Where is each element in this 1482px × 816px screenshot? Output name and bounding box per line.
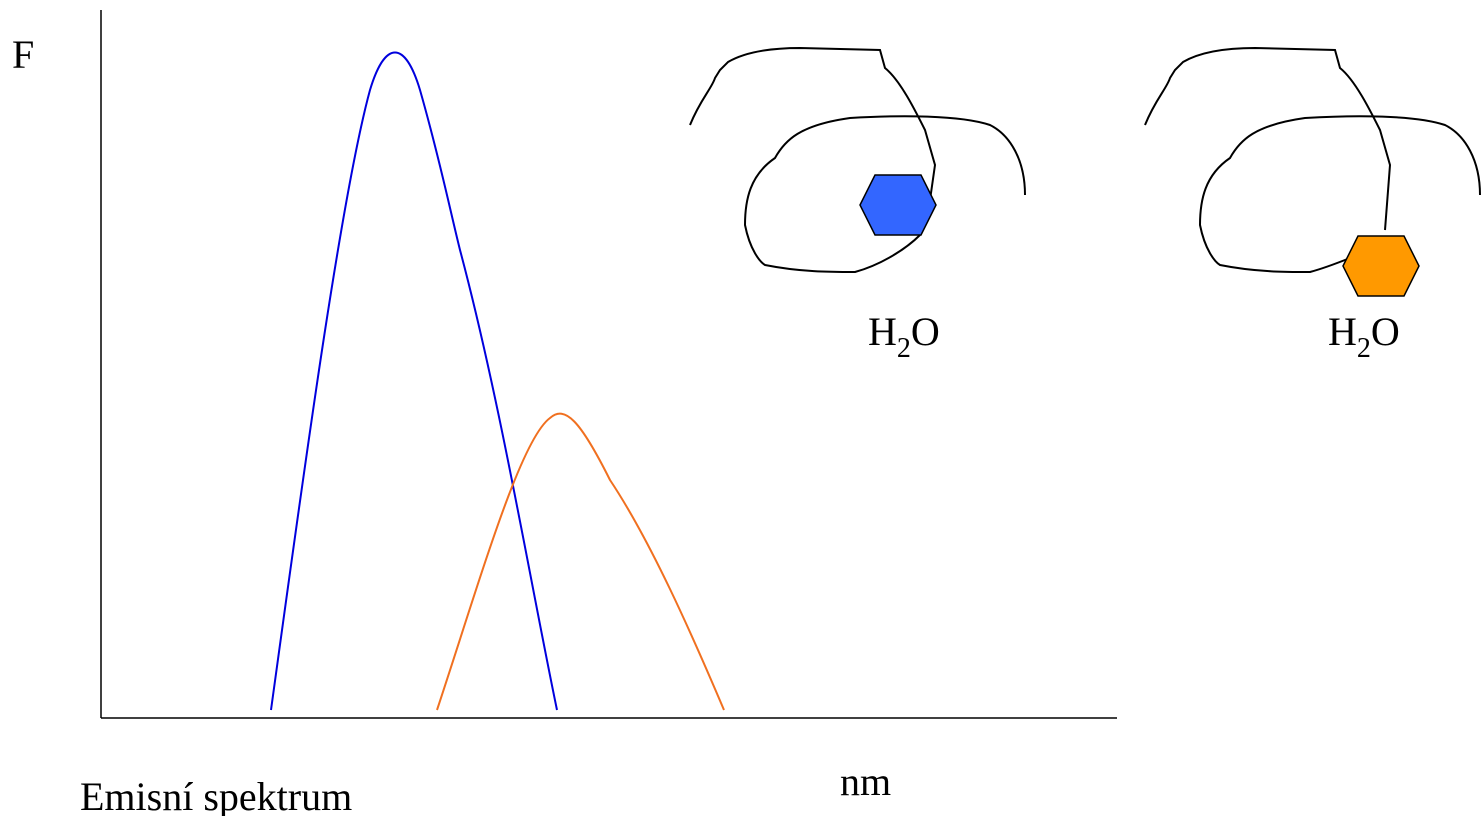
label-sub: 2: [897, 333, 911, 364]
label-rest: O: [911, 309, 940, 354]
water-label: H2O: [1328, 309, 1400, 364]
caption: Emisní spektrum: [80, 774, 352, 816]
fluorophore-orange: [1342, 235, 1420, 297]
protein-chain: [689, 46, 937, 201]
protein-chain: [743, 115, 1026, 274]
blue-curve: [270, 51, 558, 711]
fluorophore-blue: [859, 174, 937, 236]
protein-chain: [1198, 115, 1481, 274]
y-label: F: [12, 32, 34, 77]
water-label: H2O: [868, 309, 940, 364]
x-label: nm: [840, 759, 891, 804]
protein-right: [1144, 46, 1481, 274]
protein-chain: [1144, 46, 1392, 231]
label-sub: 2: [1357, 333, 1371, 364]
protein-left: [689, 46, 1026, 274]
label-main: H: [1328, 309, 1357, 354]
label-main: H: [868, 309, 897, 354]
label-rest: O: [1371, 309, 1400, 354]
orange-curve: [436, 412, 725, 711]
